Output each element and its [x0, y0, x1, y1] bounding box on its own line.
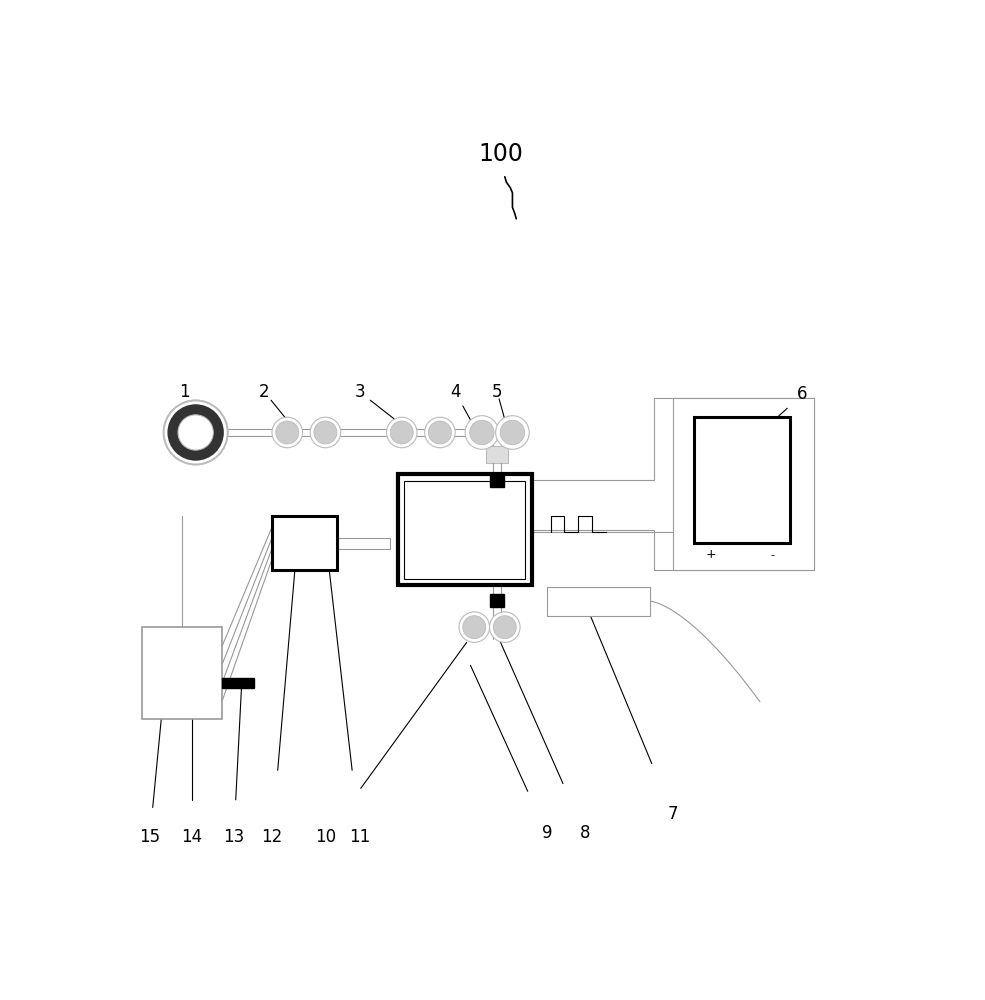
- Circle shape: [272, 417, 302, 448]
- Bar: [491, 594, 504, 607]
- Circle shape: [490, 612, 520, 642]
- Bar: [404, 481, 525, 579]
- Circle shape: [428, 421, 451, 444]
- Text: +: +: [705, 548, 716, 561]
- Circle shape: [310, 417, 341, 448]
- Text: 11: 11: [349, 828, 370, 846]
- Bar: [547, 587, 650, 616]
- Bar: [673, 398, 814, 570]
- Bar: [272, 516, 337, 570]
- Text: 10: 10: [315, 828, 336, 846]
- Circle shape: [164, 400, 228, 465]
- Text: 12: 12: [261, 828, 283, 846]
- Text: 14: 14: [181, 828, 202, 846]
- Circle shape: [465, 416, 498, 449]
- Circle shape: [470, 420, 494, 445]
- Circle shape: [493, 616, 516, 639]
- Text: 3: 3: [355, 383, 365, 401]
- Text: 5: 5: [492, 383, 502, 401]
- Text: 1: 1: [179, 383, 189, 401]
- Text: -: -: [770, 550, 775, 560]
- Text: 9: 9: [542, 824, 552, 842]
- Text: 100: 100: [479, 142, 523, 166]
- Bar: [694, 417, 790, 543]
- Circle shape: [188, 425, 203, 440]
- Text: 4: 4: [450, 383, 460, 401]
- Text: 8: 8: [580, 824, 590, 842]
- Text: 13: 13: [224, 828, 244, 846]
- Text: 6: 6: [797, 385, 808, 403]
- Text: 2: 2: [259, 383, 270, 401]
- Bar: [487, 446, 508, 463]
- Bar: [142, 627, 223, 719]
- Bar: [223, 678, 254, 688]
- Bar: [398, 474, 532, 585]
- Circle shape: [386, 417, 417, 448]
- Bar: [491, 473, 504, 487]
- Circle shape: [390, 421, 414, 444]
- Circle shape: [500, 420, 525, 445]
- Circle shape: [314, 421, 337, 444]
- Circle shape: [495, 416, 529, 449]
- Text: 15: 15: [139, 828, 161, 846]
- Circle shape: [167, 404, 224, 461]
- Circle shape: [463, 616, 486, 639]
- Circle shape: [425, 417, 455, 448]
- Circle shape: [459, 612, 490, 642]
- Circle shape: [178, 415, 214, 450]
- Text: 7: 7: [668, 805, 678, 823]
- Circle shape: [276, 421, 298, 444]
